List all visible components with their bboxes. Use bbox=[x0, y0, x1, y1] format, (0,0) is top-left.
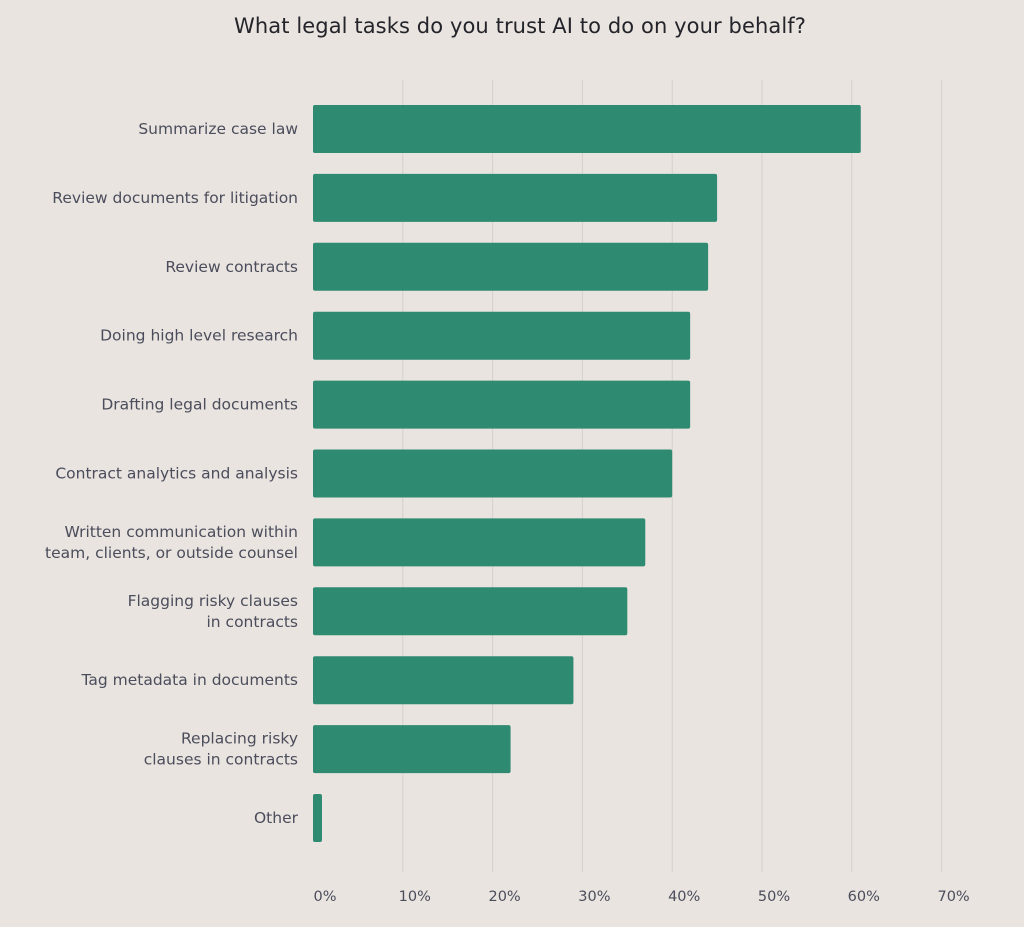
x-tick-label: 20% bbox=[488, 889, 520, 905]
category-label: Summarize case law bbox=[138, 120, 298, 138]
category-label: Review documents for litigation bbox=[52, 189, 298, 207]
x-axis-ticks: 0% 10% 20% 30% 40% 50% 60% 70% bbox=[313, 889, 969, 905]
category-label: Replacing risky bbox=[181, 730, 298, 748]
category-label: Tag metadata in documents bbox=[80, 671, 298, 689]
x-tick-label: 70% bbox=[937, 889, 969, 905]
category-label: Doing high level research bbox=[100, 327, 298, 345]
bar bbox=[313, 725, 511, 774]
chart-title: What legal tasks do you trust AI to do o… bbox=[233, 14, 807, 38]
bars bbox=[313, 105, 861, 842]
category-label: Other bbox=[254, 809, 299, 827]
bar bbox=[313, 311, 691, 360]
x-tick-label: 40% bbox=[668, 889, 700, 905]
bar bbox=[313, 242, 709, 291]
bar bbox=[313, 518, 646, 567]
bar bbox=[313, 449, 673, 498]
category-label: Drafting legal documents bbox=[101, 396, 298, 414]
bar bbox=[313, 173, 718, 222]
category-label: Contract analytics and analysis bbox=[55, 465, 298, 483]
bar bbox=[313, 380, 691, 429]
category-label: Flagging risky clauses bbox=[128, 592, 298, 610]
bar bbox=[313, 587, 628, 636]
x-tick-label: 0% bbox=[313, 889, 336, 905]
category-labels: Summarize case law Review documents for l… bbox=[45, 120, 299, 827]
x-tick-label: 10% bbox=[399, 889, 431, 905]
category-label: Review contracts bbox=[165, 258, 298, 276]
bar bbox=[313, 105, 861, 153]
x-tick-label: 30% bbox=[578, 889, 610, 905]
category-label: Written communication within bbox=[64, 523, 298, 541]
category-label: in contracts bbox=[206, 613, 298, 631]
x-tick-label: 50% bbox=[758, 889, 790, 905]
bar bbox=[313, 656, 574, 705]
x-tick-label: 60% bbox=[848, 889, 880, 905]
category-label: clauses in contracts bbox=[144, 751, 298, 769]
bar bbox=[313, 794, 322, 842]
category-label: team, clients, or outside counsel bbox=[45, 544, 298, 562]
